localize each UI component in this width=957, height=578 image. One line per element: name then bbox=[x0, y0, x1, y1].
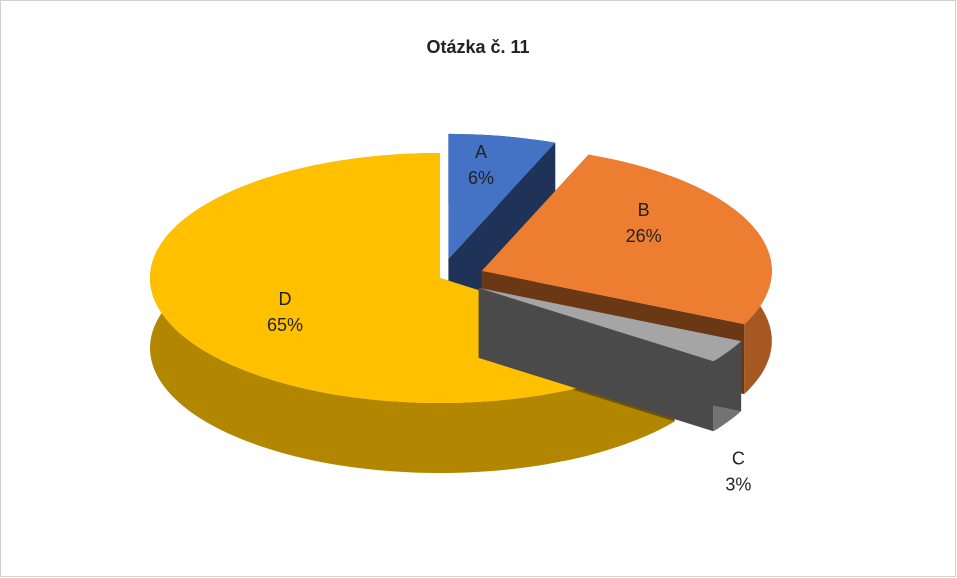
data-label-category: A bbox=[475, 142, 487, 162]
data-label-value: 65% bbox=[267, 315, 303, 335]
data-label-category: B bbox=[638, 200, 650, 220]
slice-radial-wall bbox=[448, 142, 556, 329]
slice bbox=[481, 154, 772, 325]
data-label-category: C bbox=[732, 448, 745, 468]
chart-title: Otázka č. 11 bbox=[426, 37, 529, 57]
slice bbox=[478, 287, 742, 362]
data-label-value: 6% bbox=[468, 168, 494, 188]
slice bbox=[478, 287, 742, 432]
slice bbox=[448, 133, 556, 329]
data-label-value: 26% bbox=[626, 226, 662, 246]
data-label-value: 3% bbox=[725, 474, 751, 494]
slice bbox=[448, 133, 556, 259]
slice-radial-wall bbox=[478, 287, 714, 432]
data-label-category: D bbox=[278, 289, 291, 309]
